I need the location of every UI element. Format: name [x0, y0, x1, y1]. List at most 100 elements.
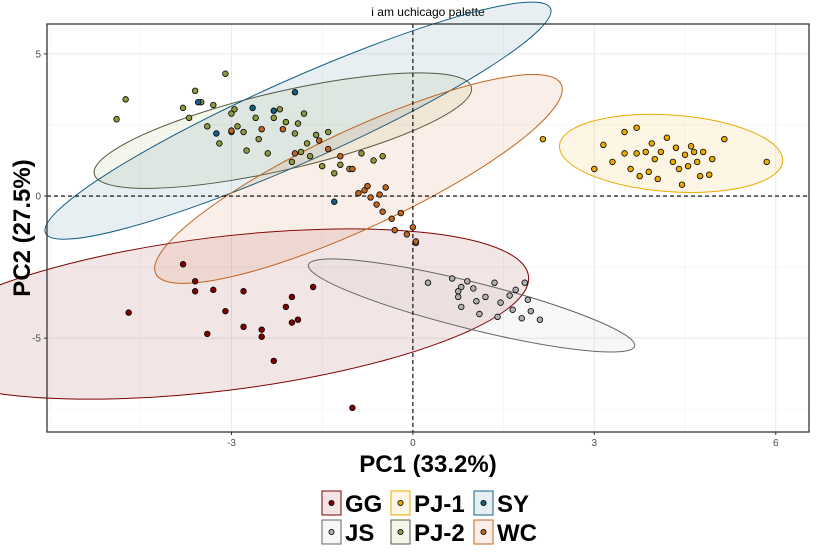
point-pj-1 [675, 165, 683, 173]
point-js [448, 275, 456, 282]
point-pj-2 [204, 123, 211, 130]
point-pj-1 [591, 165, 598, 173]
point-gg [288, 293, 296, 301]
point-pj-2 [113, 116, 120, 123]
point-pj-2 [288, 158, 296, 166]
plot-border [46, 23, 810, 433]
point-pj-2 [318, 162, 326, 170]
point-wc [409, 224, 417, 231]
point-js [527, 307, 535, 315]
point-gg [294, 316, 302, 323]
point-pj-1 [600, 141, 607, 149]
point-wc [397, 209, 404, 217]
point-gg [191, 288, 199, 295]
point-pj-1 [651, 155, 658, 163]
point-gg [240, 323, 247, 331]
ellipse-pj-1 [558, 113, 784, 193]
point-js [473, 298, 480, 305]
point-pj-2 [331, 170, 338, 177]
point-pj-2 [370, 157, 377, 164]
legend-label-wc: WC [497, 520, 537, 547]
legend-marker-js [328, 529, 335, 536]
point-wc [364, 182, 371, 190]
point-wc [361, 187, 368, 194]
point-pj-2 [216, 140, 223, 147]
point-gg [349, 404, 356, 412]
point-pj-1 [669, 158, 677, 166]
point-pj-2 [300, 110, 308, 117]
point-js [524, 296, 531, 303]
x-tick-label: 6 [773, 438, 779, 449]
point-wc [349, 165, 356, 173]
point-pj-2 [297, 148, 305, 156]
point-pj-1 [690, 148, 698, 156]
point-js [506, 292, 513, 299]
point-pj-1 [642, 148, 649, 156]
y-tick-label: 5 [35, 49, 41, 60]
legend-marker-wc [480, 529, 487, 536]
point-wc [228, 127, 235, 134]
point-pj-2 [210, 101, 217, 109]
point-pj-1 [633, 150, 640, 157]
point-sy [194, 98, 202, 106]
point-pj-2 [243, 147, 250, 154]
point-gg [222, 307, 229, 315]
point-gg [210, 286, 217, 294]
plot-panel [47, 24, 809, 432]
point-js [512, 286, 519, 294]
point-pj-1 [721, 135, 728, 143]
axis-ticks: -3 0 3 6 -5 0 5 [32, 49, 779, 449]
point-wc [367, 194, 374, 201]
point-pj-1 [672, 144, 680, 151]
point-js [518, 315, 525, 322]
point-gg [191, 278, 199, 285]
legend-label-gg: GG [345, 491, 382, 518]
point-pj-2 [252, 114, 259, 122]
point-pj-1 [636, 172, 643, 180]
point-gg [204, 330, 211, 338]
point-pj-2 [179, 104, 187, 112]
point-pj-2 [291, 130, 299, 137]
point-wc [315, 137, 323, 144]
point-pj-2 [122, 96, 129, 103]
point-pj-1 [696, 172, 704, 180]
point-sy [249, 104, 256, 112]
point-wc [325, 145, 332, 153]
point-pj-1 [678, 181, 686, 188]
point-wc [376, 191, 383, 198]
point-wc [279, 125, 287, 133]
point-pj-1 [621, 150, 628, 157]
point-gg [258, 333, 265, 340]
point-js [458, 283, 465, 291]
x-tick-label: 3 [592, 438, 598, 449]
point-pj-2 [312, 131, 320, 139]
point-js [455, 293, 462, 301]
point-pj-2 [222, 70, 229, 77]
point-js [458, 303, 465, 311]
point-gg [258, 326, 265, 333]
point-wc [391, 226, 398, 234]
point-wc [379, 208, 386, 215]
point-wc [337, 153, 344, 160]
point-js [494, 313, 501, 321]
legend-marker-sy [480, 499, 487, 506]
x-tick-label: -3 [227, 438, 236, 449]
point-pj-1 [621, 128, 628, 136]
point-pj-2 [325, 128, 332, 136]
point-gg [309, 283, 317, 291]
point-pj-1 [699, 148, 707, 156]
point-wc [355, 189, 362, 197]
point-pj-2 [303, 140, 311, 147]
point-js [521, 279, 528, 286]
point-pj-1 [633, 124, 640, 131]
point-sy [270, 107, 277, 114]
point-pj-2 [191, 87, 199, 95]
point-sy [331, 198, 338, 205]
ellipse-gg [0, 228, 530, 400]
point-js [482, 293, 489, 301]
point-js [424, 279, 432, 286]
ellipse-js [307, 258, 636, 353]
x-axis-label: PC1 (33.2%) [359, 451, 496, 478]
